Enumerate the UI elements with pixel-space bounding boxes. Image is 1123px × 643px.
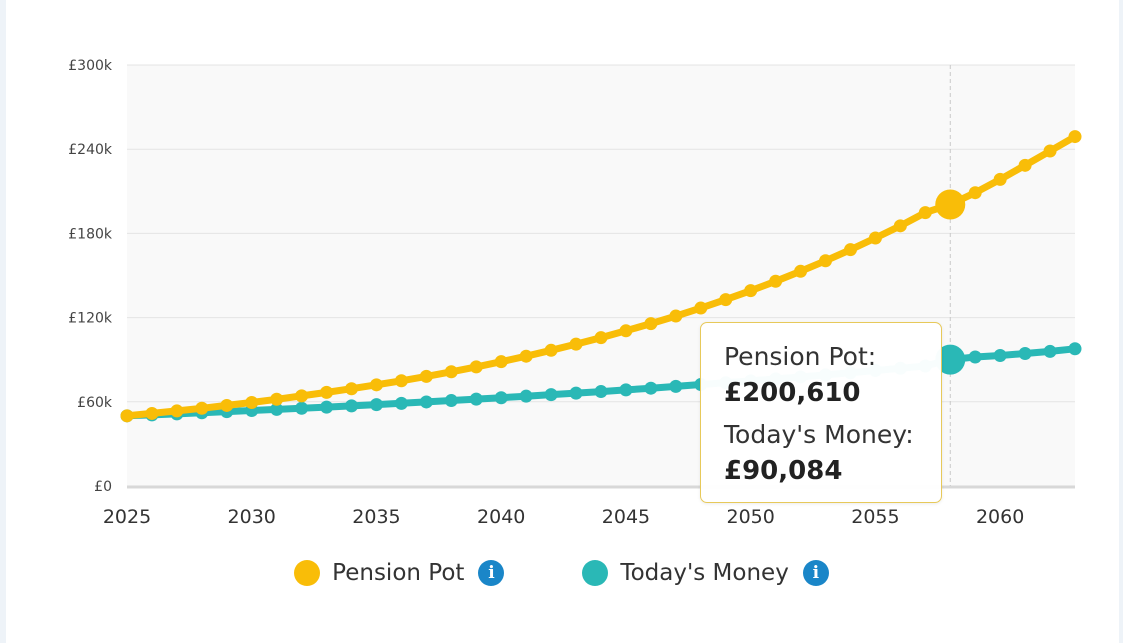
data-point[interactable]	[145, 406, 159, 420]
series-pension-pot	[120, 130, 1082, 423]
data-point[interactable]	[419, 395, 433, 409]
y-tick-label: £300k	[68, 58, 113, 74]
data-point[interactable]	[669, 379, 683, 393]
x-tick-label: 2025	[103, 506, 151, 528]
highlighted-point[interactable]	[935, 344, 966, 375]
data-point[interactable]	[1018, 158, 1032, 172]
data-point[interactable]	[519, 389, 533, 403]
x-tick-label: 2030	[228, 506, 276, 528]
data-point[interactable]	[469, 360, 483, 374]
data-point[interactable]	[494, 355, 508, 369]
data-point[interactable]	[893, 219, 907, 233]
data-point[interactable]	[444, 365, 458, 379]
x-tick-label: 2055	[851, 506, 899, 528]
tooltip-pension-label: Pension Pot:	[724, 342, 877, 371]
info-icon[interactable]: i	[802, 560, 829, 586]
x-tick-label: 2060	[976, 506, 1024, 528]
data-point[interactable]	[694, 301, 708, 315]
y-tick-label: £180k	[68, 226, 113, 242]
data-point[interactable]	[569, 386, 583, 400]
x-axis-ticks: 2025 2030 2035 2040 2045 2050 2055 2060	[103, 506, 1025, 528]
y-tick-label: £60k	[77, 395, 113, 411]
data-point[interactable]	[444, 394, 458, 408]
data-point[interactable]	[918, 206, 932, 220]
x-tick-label: 2040	[477, 506, 525, 528]
data-point[interactable]	[120, 409, 134, 423]
data-point[interactable]	[494, 391, 508, 405]
data-point[interactable]	[419, 369, 433, 383]
data-point[interactable]	[469, 392, 483, 406]
data-point[interactable]	[270, 402, 284, 416]
data-point[interactable]	[569, 337, 583, 351]
data-point[interactable]	[1043, 344, 1057, 358]
legend-label-pension-pot: Pension Pot	[332, 560, 465, 586]
data-point[interactable]	[394, 396, 408, 410]
data-point[interactable]	[619, 383, 633, 397]
data-point[interactable]	[369, 378, 383, 392]
data-point[interactable]	[644, 317, 658, 331]
todays-money-marker-icon	[582, 560, 609, 586]
data-point[interactable]	[968, 350, 982, 364]
data-point[interactable]	[868, 231, 882, 245]
pension-pot-marker-icon	[294, 560, 321, 586]
data-point[interactable]	[320, 385, 334, 399]
hover-tooltip: Pension Pot: £200,610 Today's Money: £90…	[700, 322, 942, 503]
y-axis-ticks: £0 £60k £120k £180k £240k £300k	[68, 58, 113, 495]
tooltip-pension-value: £200,610	[724, 378, 861, 408]
data-point[interactable]	[744, 284, 758, 298]
data-point[interactable]	[295, 401, 309, 415]
info-icon[interactable]: i	[478, 560, 505, 586]
x-tick-label: 2050	[727, 506, 775, 528]
data-point[interactable]	[843, 243, 857, 257]
highlighted-point[interactable]	[935, 189, 966, 220]
data-point[interactable]	[345, 382, 359, 396]
data-point[interactable]	[369, 398, 383, 412]
data-point[interactable]	[619, 324, 633, 338]
data-point[interactable]	[993, 172, 1007, 186]
data-point[interactable]	[345, 399, 359, 413]
tooltip-today-label: Today's Money:	[724, 420, 914, 449]
data-point[interactable]	[320, 400, 334, 414]
x-tick-label: 2035	[352, 506, 400, 528]
grid-lines	[127, 64, 1075, 403]
y-tick-label: £240k	[68, 142, 113, 158]
y-tick-label: £0	[94, 479, 112, 495]
data-point[interactable]	[1043, 144, 1057, 158]
data-point[interactable]	[220, 398, 234, 412]
data-point[interactable]	[594, 331, 608, 345]
data-point[interactable]	[794, 264, 808, 278]
data-point[interactable]	[195, 401, 209, 415]
data-point[interactable]	[968, 186, 982, 200]
legend-item-pension-pot[interactable]: Pension Pot i	[294, 560, 505, 586]
data-point[interactable]	[245, 396, 259, 410]
data-point[interactable]	[544, 343, 558, 357]
data-point[interactable]	[669, 309, 683, 323]
x-tick-label: 2045	[602, 506, 650, 528]
chart-legend: Pension Pot i Today's Money i	[0, 553, 1123, 593]
data-point[interactable]	[993, 348, 1007, 362]
data-point[interactable]	[295, 389, 309, 403]
tooltip-today-value: £90,084	[724, 456, 843, 486]
data-point[interactable]	[819, 254, 833, 268]
legend-label-todays-money: Today's Money	[620, 560, 789, 586]
data-point[interactable]	[1068, 342, 1082, 356]
data-point[interactable]	[270, 392, 284, 406]
y-tick-label: £120k	[68, 311, 113, 327]
data-point[interactable]	[1018, 347, 1032, 361]
data-point[interactable]	[519, 349, 533, 363]
data-point[interactable]	[544, 388, 558, 402]
data-point[interactable]	[1068, 130, 1082, 144]
data-point[interactable]	[594, 385, 608, 399]
data-point[interactable]	[394, 374, 408, 388]
data-point[interactable]	[644, 381, 658, 395]
legend-item-todays-money[interactable]: Today's Money i	[582, 560, 829, 586]
data-point[interactable]	[719, 293, 733, 307]
data-point[interactable]	[170, 404, 184, 418]
data-point[interactable]	[769, 274, 783, 288]
